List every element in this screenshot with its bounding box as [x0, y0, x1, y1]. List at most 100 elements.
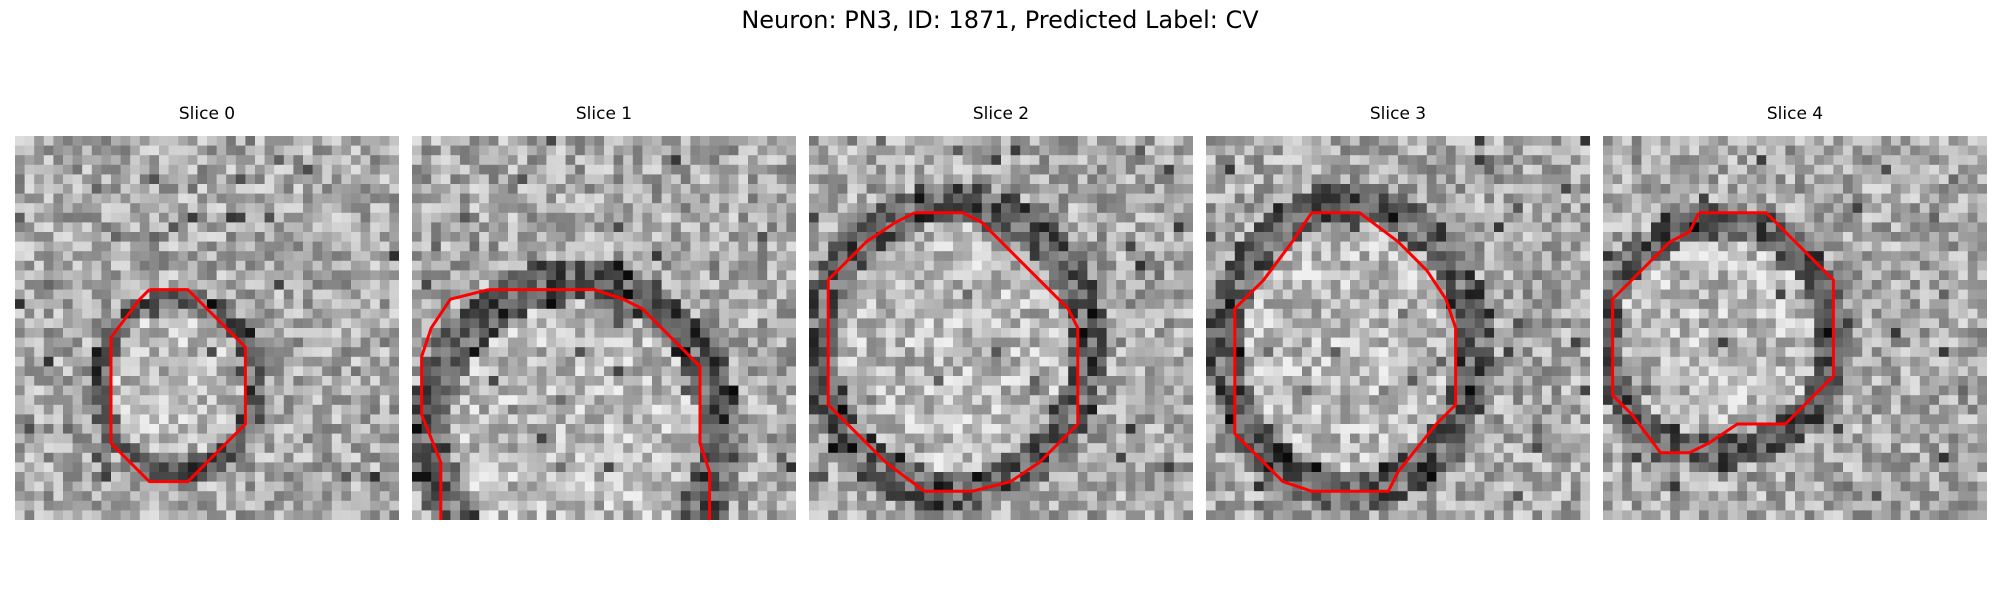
image-pixel — [1106, 404, 1117, 415]
image-pixel — [613, 260, 624, 271]
image-pixel — [1164, 174, 1175, 185]
image-pixel — [431, 232, 442, 242]
image-pixel — [1087, 232, 1098, 242]
image-pixel — [1116, 270, 1127, 281]
image-pixel — [450, 385, 461, 396]
image-pixel — [159, 366, 169, 377]
image-pixel — [82, 510, 93, 520]
image-pixel — [1570, 155, 1581, 166]
image-pixel — [479, 452, 490, 463]
image-pixel — [1154, 232, 1165, 242]
image-pixel — [933, 500, 944, 511]
image-pixel — [690, 385, 701, 396]
image-pixel — [809, 260, 819, 271]
image-pixel — [895, 481, 906, 492]
image-pixel — [331, 510, 342, 520]
image-pixel — [168, 212, 179, 223]
image-pixel — [1049, 222, 1059, 233]
image-pixel — [63, 462, 73, 473]
image-pixel — [953, 145, 963, 156]
image-pixel — [101, 472, 112, 482]
image-pixel — [245, 337, 256, 348]
image-pixel — [632, 404, 643, 415]
image-pixel — [895, 174, 906, 185]
image-pixel — [962, 462, 973, 473]
image-pixel — [120, 155, 131, 166]
image-pixel — [15, 356, 25, 367]
image-pixel — [139, 328, 150, 338]
image-pixel — [757, 251, 768, 262]
image-pixel — [776, 462, 787, 473]
image-pixel — [536, 500, 547, 511]
image-pixel — [642, 376, 653, 386]
image-pixel — [1173, 376, 1184, 386]
image-pixel — [837, 193, 848, 204]
image-pixel — [53, 404, 64, 415]
image-pixel — [962, 241, 973, 252]
image-pixel — [632, 241, 643, 252]
image-pixel — [1154, 443, 1165, 454]
image-pixel — [1010, 260, 1021, 271]
image-pixel — [953, 356, 963, 367]
image-pixel — [594, 203, 605, 214]
image-pixel — [431, 145, 442, 156]
image-pixel — [469, 337, 480, 348]
image-pixel — [885, 366, 896, 377]
image-pixel — [322, 260, 333, 271]
image-pixel — [283, 251, 294, 262]
image-pixel — [207, 347, 217, 358]
image-pixel — [293, 136, 304, 146]
image-pixel — [431, 260, 442, 271]
image-pixel — [885, 184, 896, 194]
image-pixel — [933, 280, 944, 290]
image-pixel — [575, 491, 586, 502]
image-pixel — [933, 462, 944, 473]
image-pixel — [709, 510, 720, 520]
slice-image — [1206, 136, 1590, 520]
image-pixel — [1125, 193, 1136, 204]
image-pixel — [776, 385, 787, 396]
image-pixel — [245, 232, 256, 242]
image-pixel — [594, 251, 605, 262]
image-pixel — [556, 356, 566, 367]
image-pixel — [341, 136, 352, 146]
image-pixel — [594, 308, 605, 319]
image-pixel — [469, 184, 480, 194]
image-pixel — [709, 328, 720, 338]
image-pixel — [565, 452, 576, 463]
image-pixel — [690, 251, 701, 262]
image-pixel — [981, 155, 992, 166]
image-pixel — [575, 145, 586, 156]
image-pixel — [82, 328, 93, 338]
image-pixel — [431, 491, 442, 502]
image-pixel — [1039, 500, 1050, 511]
image-pixel — [962, 270, 973, 281]
image-pixel — [652, 481, 662, 492]
image-pixel — [728, 164, 739, 175]
image-pixel — [905, 433, 915, 444]
image-pixel — [546, 222, 557, 233]
image-pixel — [680, 510, 691, 520]
image-pixel — [508, 328, 518, 338]
image-pixel — [130, 472, 141, 482]
image-pixel — [885, 164, 896, 175]
image-pixel — [1087, 500, 1098, 511]
image-pixel — [1164, 395, 1175, 406]
image-pixel — [517, 222, 528, 233]
image-pixel — [53, 251, 64, 262]
image-pixel — [1077, 289, 1088, 300]
image-pixel — [885, 424, 896, 434]
image-pixel — [322, 155, 333, 166]
image-pixel — [149, 356, 160, 367]
image-pixel — [1321, 164, 1332, 175]
image-pixel — [149, 328, 160, 338]
image-pixel — [623, 260, 634, 271]
image-pixel — [1077, 203, 1088, 214]
image-pixel — [43, 481, 54, 492]
image-pixel — [757, 443, 768, 454]
image-pixel — [379, 385, 390, 396]
image-pixel — [709, 232, 720, 242]
image-pixel — [584, 232, 595, 242]
image-pixel — [1087, 356, 1098, 367]
image-pixel — [632, 395, 643, 406]
